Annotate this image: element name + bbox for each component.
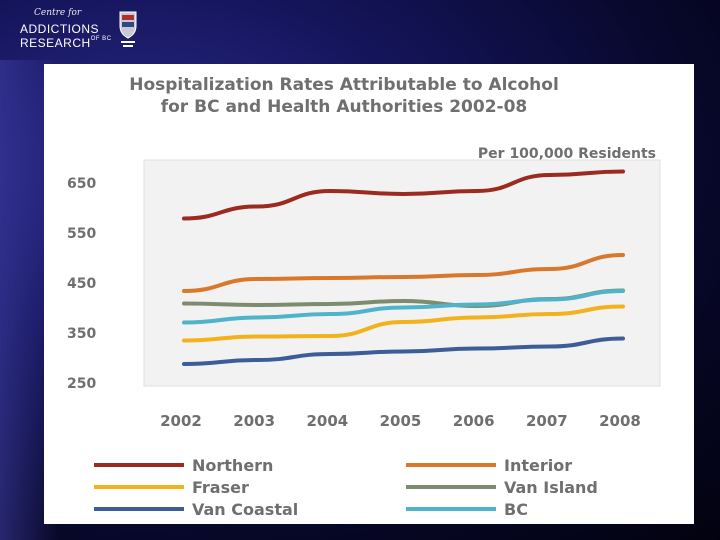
series-line-van-coastal (182, 336, 625, 366)
chart-panel: Hospitalization Rates Attributable to Al… (44, 64, 694, 524)
organization-logo: Centre for ADDICTIONS RESEARCHOF BC (14, 6, 154, 50)
x-tick-label: 2006 (453, 412, 495, 430)
series-line-fraser (182, 304, 625, 343)
y-tick-label: 250 (67, 376, 96, 392)
y-tick-label: 650 (67, 176, 96, 192)
legend-label: Northern (192, 456, 273, 475)
y-tick-label: 450 (67, 276, 96, 292)
chart-title-line2: for BC and Health Authorities 2002-08 (160, 97, 528, 117)
x-tick-label: 2007 (526, 412, 568, 430)
legend-label: Interior (504, 456, 572, 475)
logo-addictions-text: ADDICTIONS (20, 22, 100, 36)
x-tick-label: 2004 (306, 412, 348, 430)
x-tick-label: 2005 (380, 412, 422, 430)
plot-area (143, 159, 661, 387)
chart-title-line1: Hospitalization Rates Attributable to Al… (129, 75, 559, 95)
series-line-bc (182, 289, 625, 325)
series-line-interior (182, 253, 625, 293)
y-tick-label: 550 (67, 226, 96, 242)
chart-title: Hospitalization Rates Attributable to Al… (44, 74, 644, 118)
x-tick-label: 2003 (233, 412, 275, 430)
y-tick-label: 350 (67, 326, 96, 342)
x-tick-label: 2008 (599, 412, 641, 430)
university-crest-icon (119, 11, 137, 47)
x-tick-label: 2002 (160, 412, 202, 430)
logo-research-text: RESEARCHOF BC (20, 36, 112, 50)
legend-label: Fraser (192, 478, 249, 497)
unit-label: Per 100,000 Residents (477, 146, 656, 162)
logo-script-text: Centre for (34, 8, 82, 18)
legend-label: Van Island (504, 478, 598, 497)
series-line-northern (182, 169, 625, 221)
legend-label: Van Coastal (192, 500, 298, 519)
legend-label: BC (504, 500, 528, 519)
line-chart: 650 550 450 350 250 2002 2003 2004 2005 2006 2007 2… (67, 159, 661, 519)
